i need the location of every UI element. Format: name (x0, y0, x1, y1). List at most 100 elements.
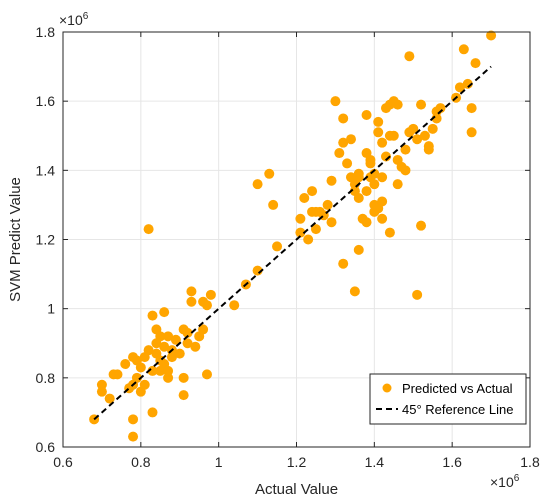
data-point (330, 96, 341, 107)
data-point (338, 137, 349, 148)
data-series (89, 30, 497, 442)
data-point (143, 345, 154, 356)
data-point (155, 331, 166, 342)
data-point (416, 99, 427, 110)
data-point (470, 58, 481, 69)
data-point (400, 165, 411, 176)
y-tick-label: 1.8 (36, 24, 56, 40)
data-point (454, 82, 465, 93)
data-point (369, 179, 380, 190)
data-point (361, 110, 372, 120)
data-point (334, 148, 345, 159)
data-point (163, 365, 174, 376)
y-tick-label: 1 (47, 301, 55, 317)
data-point (486, 30, 497, 41)
data-point (404, 51, 415, 62)
data-point (408, 123, 419, 134)
data-point (128, 431, 139, 442)
data-point (147, 310, 158, 321)
data-point (198, 324, 209, 335)
data-point (201, 300, 212, 311)
data-point (338, 113, 349, 124)
data-point (178, 372, 189, 383)
data-point (326, 175, 337, 186)
x-tick-label: 0.8 (131, 454, 151, 470)
data-point (412, 289, 423, 300)
data-point (458, 44, 469, 55)
legend-label-reference-line: 45° Reference Line (402, 402, 513, 417)
data-point (377, 196, 388, 207)
data-point (310, 224, 321, 235)
data-point (159, 307, 170, 318)
data-point (96, 379, 107, 390)
data-point (361, 217, 372, 228)
x-tick-label: 1.2 (287, 454, 307, 470)
data-point (361, 186, 372, 197)
x-tick-label: 1.6 (442, 454, 462, 470)
data-point (163, 331, 174, 342)
data-point (373, 127, 384, 138)
data-point (170, 334, 181, 345)
data-point (96, 386, 107, 397)
data-point (190, 341, 201, 352)
data-point (205, 289, 216, 300)
x-axis-exponent: ×106 (490, 473, 520, 490)
data-point (295, 227, 306, 238)
data-point (182, 338, 193, 349)
legend-label-predicted: Predicted vs Actual (402, 381, 513, 396)
data-point (147, 407, 158, 418)
data-point (384, 227, 395, 238)
data-point (252, 179, 263, 190)
legend-marker-predicted (382, 383, 392, 393)
data-point (112, 369, 123, 380)
data-point (163, 372, 174, 383)
data-point (201, 369, 212, 380)
data-point (104, 393, 115, 404)
data-point (377, 172, 388, 183)
data-point (353, 193, 364, 203)
legend: Predicted vs Actual 45° Reference Line (369, 373, 527, 425)
data-point (388, 130, 399, 141)
ticks: 0.6 0.8 1 1.2 1.4 1.6 1.8 0.6 0.8 1 1.2 1.4 1.6 1.8 (36, 24, 540, 470)
data-point (143, 224, 154, 235)
x-tick-label: 1.4 (365, 454, 385, 470)
y-tick-label: 1.2 (36, 232, 56, 248)
legend-box (369, 373, 527, 425)
data-point (377, 213, 388, 224)
data-point (128, 414, 139, 425)
data-point (135, 362, 146, 373)
y-tick-label: 1.4 (36, 162, 56, 178)
data-point (377, 137, 388, 148)
data-point (264, 168, 275, 179)
y-axis-label: SVM Predict Value (7, 177, 24, 302)
data-point (466, 127, 477, 138)
data-point (392, 99, 403, 110)
y-tick-label: 1.6 (36, 93, 56, 109)
data-point (353, 244, 364, 255)
data-point (416, 220, 427, 231)
reference-line (93, 65, 492, 421)
data-point (349, 286, 360, 297)
data-point (139, 379, 150, 390)
data-point (159, 341, 170, 352)
data-point (182, 327, 193, 338)
x-axis-label: Actual Value (255, 481, 338, 498)
data-point (229, 300, 240, 311)
y-axis-exponent: ×106 (59, 11, 89, 28)
x-tick-label: 1.8 (520, 454, 540, 470)
data-point (345, 134, 356, 145)
data-point (427, 123, 438, 134)
data-point (295, 213, 306, 224)
data-point (322, 199, 333, 210)
data-point (186, 286, 197, 297)
data-point (166, 352, 177, 363)
data-point (392, 179, 403, 190)
data-point (342, 158, 353, 169)
data-point (174, 348, 185, 359)
data-point (423, 141, 434, 152)
data-point (120, 359, 131, 369)
data-point (303, 234, 314, 245)
data-point (186, 296, 197, 307)
data-point (131, 372, 142, 383)
